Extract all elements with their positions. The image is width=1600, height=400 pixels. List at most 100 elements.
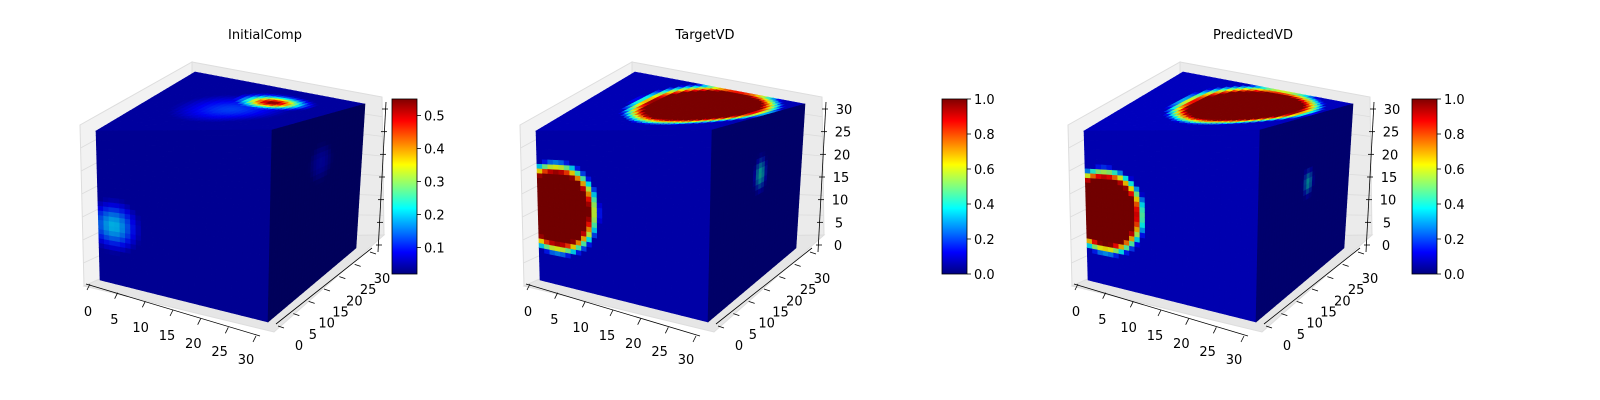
voxel-front bbox=[612, 145, 619, 152]
voxel-front bbox=[645, 190, 652, 198]
voxel-front bbox=[667, 175, 674, 182]
voxel-front bbox=[150, 135, 157, 142]
voxel-front bbox=[591, 165, 598, 172]
voxel-front bbox=[227, 175, 234, 182]
voxel-front bbox=[145, 155, 152, 162]
voxel-front bbox=[221, 197, 228, 205]
voxel-front bbox=[139, 130, 146, 137]
voxel-front bbox=[101, 158, 109, 165]
voxel-front bbox=[596, 130, 603, 137]
voxel-front bbox=[199, 173, 207, 181]
voxel-front bbox=[542, 182, 549, 189]
voxel-front bbox=[118, 188, 125, 195]
voxel-front bbox=[645, 168, 652, 175]
voxel-front bbox=[161, 166, 168, 173]
voxel-front bbox=[101, 154, 108, 160]
voxel-front bbox=[547, 178, 554, 184]
voxel-front bbox=[151, 196, 158, 203]
x-tick-label: 0 bbox=[84, 305, 92, 320]
voxel-front bbox=[258, 242, 265, 250]
voxel-front bbox=[552, 164, 560, 170]
voxel-front bbox=[210, 157, 218, 165]
voxel-front bbox=[145, 160, 152, 167]
voxel-front bbox=[96, 167, 103, 174]
voxel-front bbox=[167, 213, 174, 221]
voxel-front bbox=[552, 159, 559, 165]
voxel-front bbox=[623, 135, 630, 142]
voxel-front bbox=[199, 179, 207, 186]
voxel-front bbox=[216, 146, 223, 154]
voxel-front bbox=[244, 129, 251, 137]
voxel-front bbox=[178, 130, 185, 137]
voxel-front bbox=[623, 178, 630, 185]
voxel-front bbox=[558, 173, 565, 180]
voxel-front bbox=[194, 173, 201, 180]
voxel-front bbox=[563, 159, 570, 166]
voxel-front bbox=[129, 189, 136, 196]
voxel-front bbox=[205, 223, 212, 231]
voxel-front bbox=[211, 146, 218, 153]
voxel-front bbox=[102, 168, 109, 174]
voxel-front bbox=[95, 130, 102, 136]
voxel-front bbox=[183, 183, 190, 190]
voxel-front bbox=[542, 172, 549, 179]
voxel-front bbox=[259, 182, 266, 190]
voxel-front bbox=[580, 180, 587, 187]
voxel-front bbox=[128, 135, 135, 141]
voxel-front bbox=[249, 135, 256, 143]
voxel-front bbox=[97, 181, 104, 188]
voxel-front bbox=[623, 204, 630, 212]
voxel-front bbox=[221, 186, 228, 193]
voxel-front bbox=[590, 130, 597, 137]
voxel-front bbox=[612, 135, 619, 142]
voxel-front bbox=[161, 171, 169, 178]
voxel-front bbox=[231, 221, 239, 229]
voxel-front bbox=[580, 205, 587, 212]
voxel-front bbox=[231, 232, 238, 240]
voxel-front bbox=[167, 130, 174, 137]
voxel-front bbox=[601, 161, 608, 168]
voxel-front bbox=[607, 166, 614, 173]
voxel-front bbox=[189, 183, 196, 191]
voxel-front bbox=[227, 152, 234, 160]
voxel-front bbox=[253, 229, 260, 237]
voxel-front bbox=[194, 130, 201, 137]
voxel-front bbox=[602, 187, 609, 194]
voxel-right bbox=[277, 127, 282, 135]
voxel-front bbox=[655, 208, 663, 215]
voxel-front bbox=[568, 135, 575, 141]
voxel-front bbox=[167, 218, 174, 226]
voxel-front bbox=[200, 146, 207, 153]
voxel-front bbox=[151, 211, 158, 219]
voxel-front bbox=[145, 130, 152, 137]
voxel-front bbox=[216, 129, 223, 137]
voxel-front bbox=[232, 209, 239, 217]
voxel-front bbox=[612, 151, 619, 158]
voxel-front bbox=[243, 158, 250, 166]
voxel-front bbox=[183, 215, 190, 223]
voxel-front bbox=[601, 166, 608, 173]
voxel-front bbox=[221, 203, 228, 210]
voxel-front bbox=[661, 174, 668, 182]
voxel-front bbox=[645, 196, 652, 203]
voxel-front bbox=[574, 140, 581, 147]
voxel-front bbox=[134, 130, 141, 137]
voxel-front bbox=[226, 237, 233, 245]
x-tick bbox=[169, 309, 174, 317]
voxel-front bbox=[661, 152, 669, 159]
voxel-front bbox=[618, 177, 625, 185]
voxel-front bbox=[661, 169, 668, 176]
voxel-front bbox=[542, 191, 549, 198]
voxel-front bbox=[101, 149, 108, 155]
voxel-front bbox=[586, 210, 593, 218]
voxel-front bbox=[568, 130, 575, 137]
voxel-front bbox=[113, 178, 120, 185]
voxel-front bbox=[607, 145, 614, 152]
voxel-front bbox=[580, 175, 587, 182]
voxel-front bbox=[634, 130, 641, 137]
voxel-front bbox=[553, 192, 560, 199]
voxel-front bbox=[248, 188, 255, 196]
voxel-front bbox=[563, 174, 571, 181]
voxel-front bbox=[265, 135, 273, 143]
voxel-front bbox=[607, 192, 614, 200]
